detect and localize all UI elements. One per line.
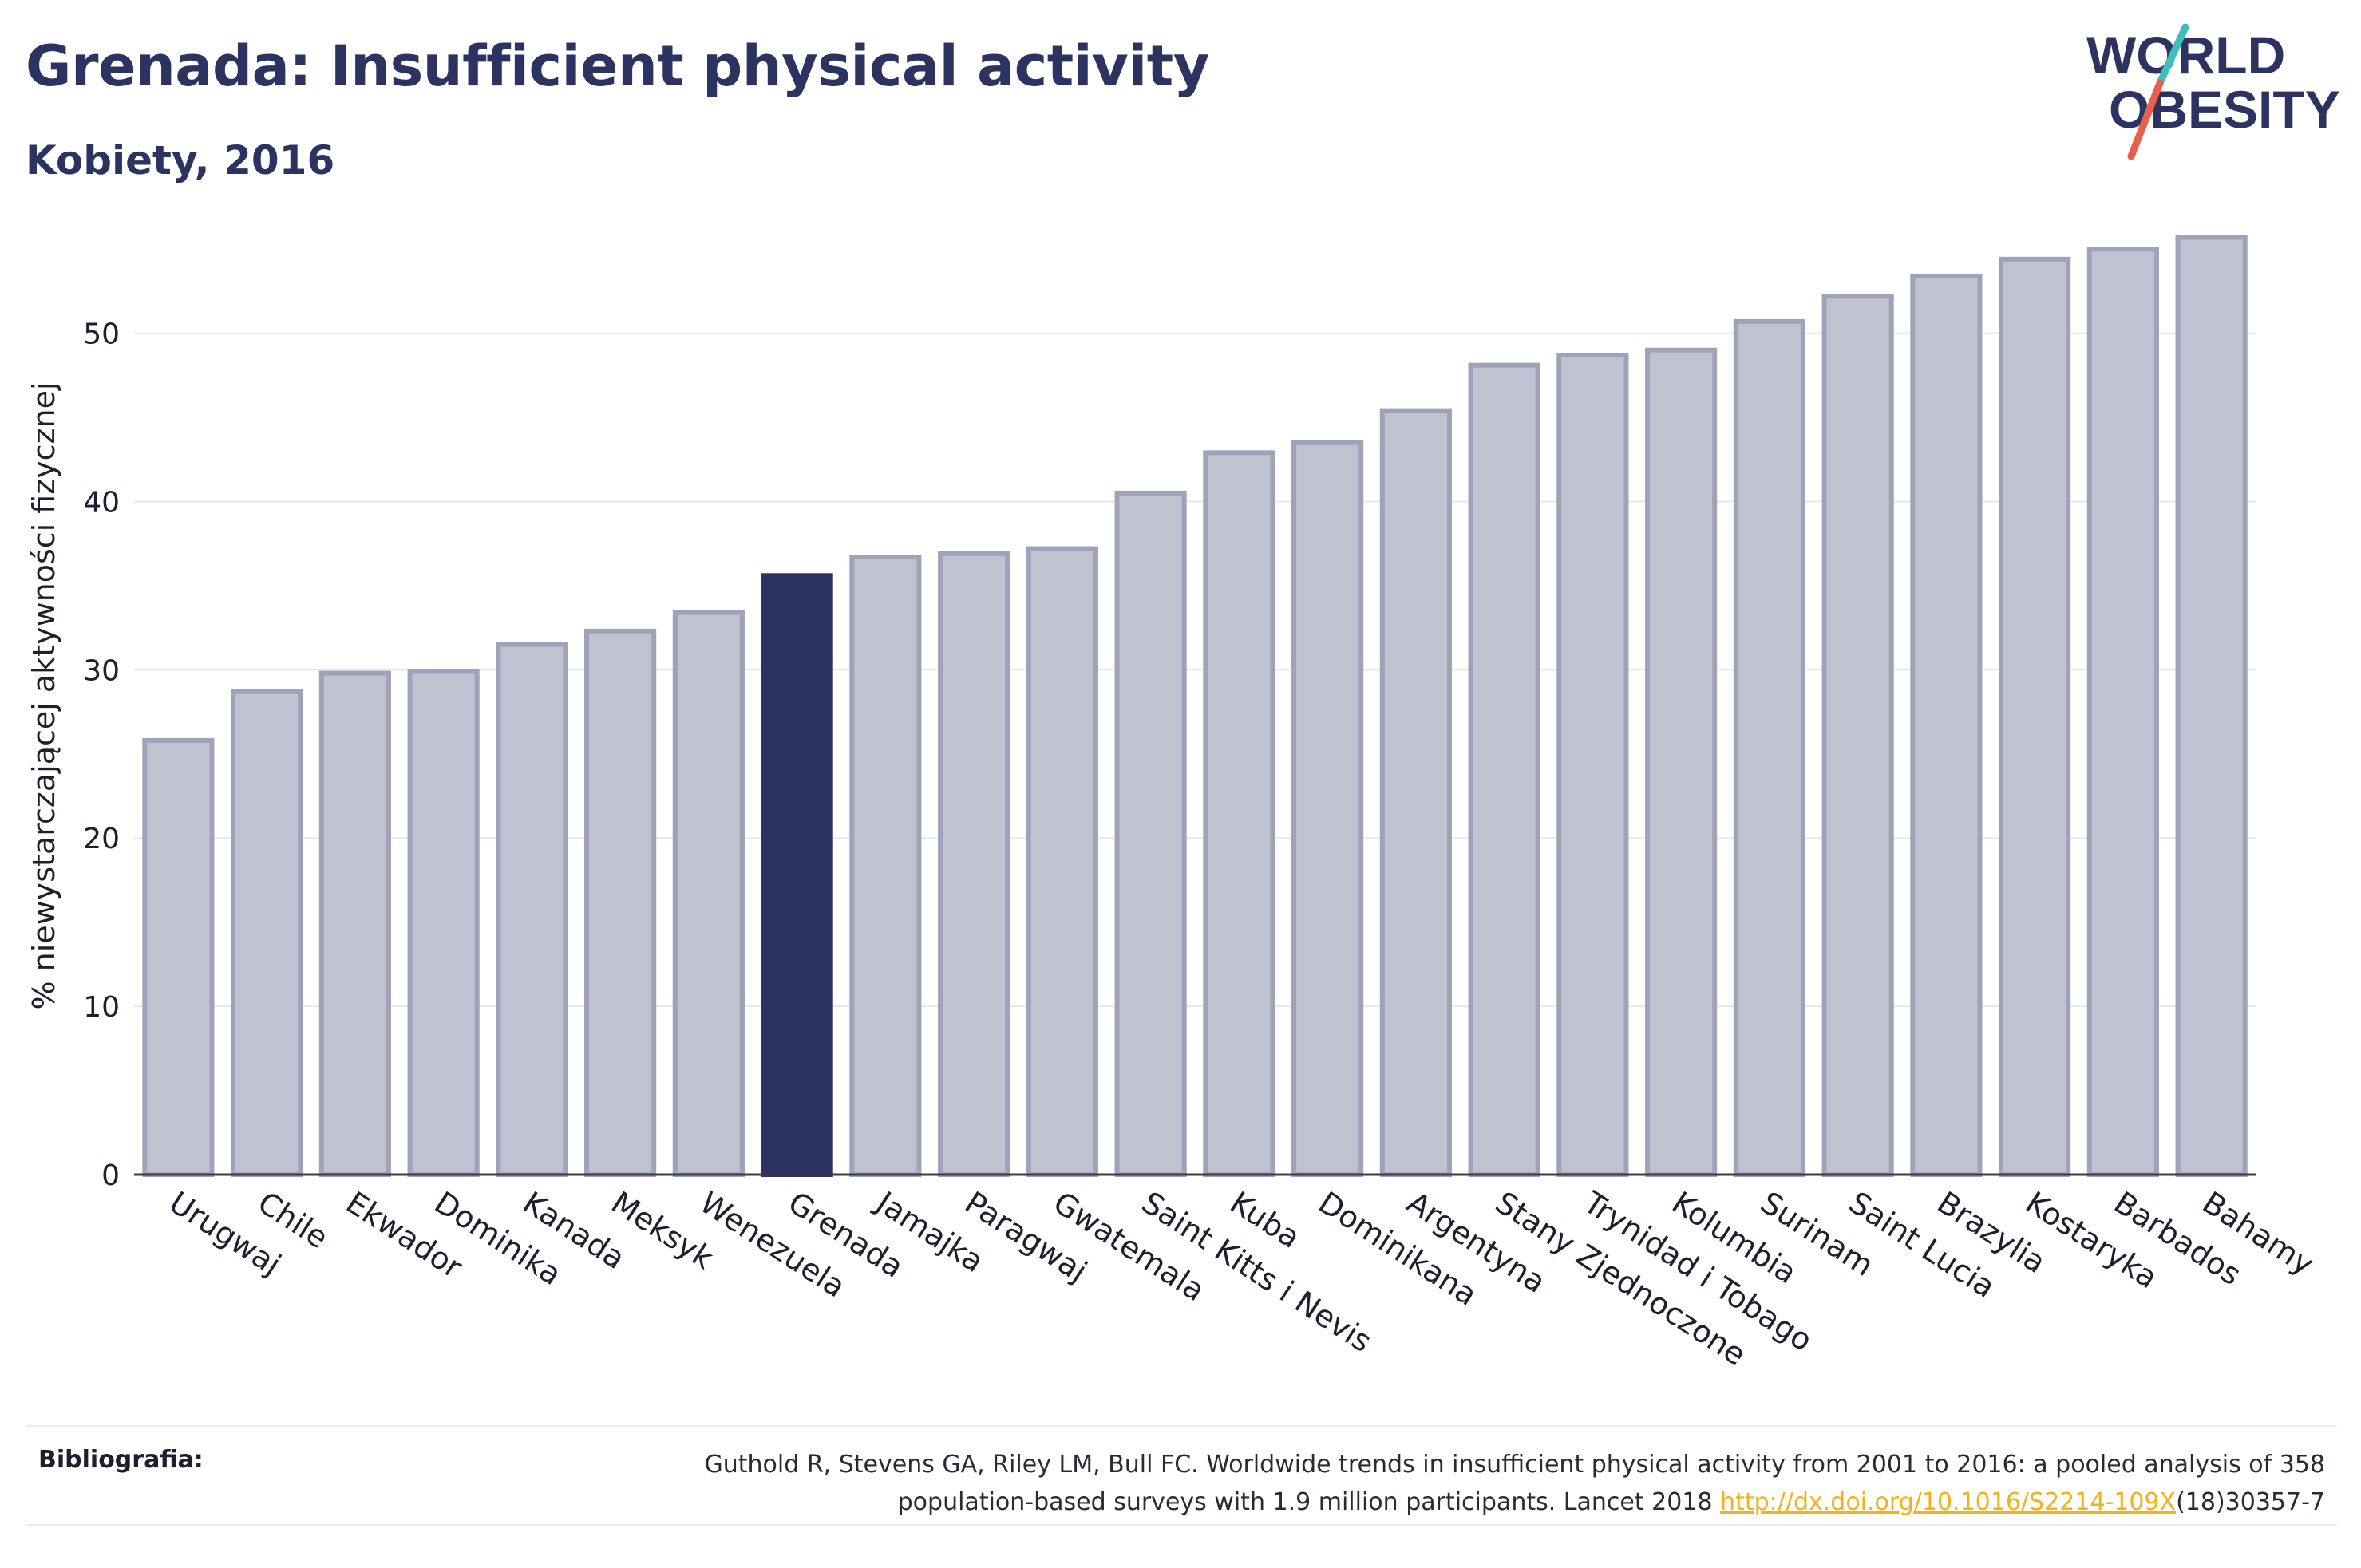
bar	[231, 689, 303, 1177]
bar	[1291, 440, 1364, 1177]
bar	[407, 669, 480, 1177]
citation-line-2: population-based surveys with 1.9 millio…	[489, 1483, 2325, 1521]
y-tick-label: 10	[83, 991, 120, 1024]
bar	[761, 573, 833, 1177]
x-tick-label: Meksyk	[605, 1185, 719, 1276]
citation-line-1: Guthold R, Stevens GA, Riley LM, Bull FC…	[704, 1451, 2325, 1479]
bar	[142, 737, 215, 1177]
bar	[849, 555, 922, 1177]
bar	[1821, 294, 1894, 1177]
bar	[318, 670, 391, 1177]
bar	[1999, 256, 2071, 1177]
logo-line-world: WORLD	[2086, 26, 2285, 85]
citation-line-2-pre: population-based surveys with 1.9 millio…	[897, 1488, 1721, 1516]
bar	[1733, 318, 1805, 1177]
chart-subtitle: Kobiety, 2016	[26, 137, 335, 184]
grid-lines	[134, 332, 2256, 1008]
chart-title: Grenada: Insufficient physical activity	[26, 34, 1209, 99]
footer-citation: Guthold R, Stevens GA, Riley LM, Bull FC…	[489, 1446, 2325, 1521]
bar	[496, 642, 568, 1177]
logo-slash-teal	[2156, 23, 2189, 87]
doi-link[interactable]: http://dx.doi.org/10.1016/S2214-109X	[1720, 1488, 2177, 1516]
bar	[1556, 353, 1629, 1177]
bar	[1468, 362, 1540, 1177]
bar	[1910, 273, 1983, 1178]
bar	[584, 628, 657, 1177]
y-tick-label: 0	[101, 1159, 120, 1192]
bar	[1114, 490, 1187, 1177]
world-obesity-logo: WORLD OBESITY	[2086, 23, 2340, 160]
bar	[2086, 247, 2159, 1178]
bar	[938, 551, 1010, 1177]
bars	[142, 235, 2248, 1178]
logo-slash-coral	[2127, 79, 2164, 160]
bar	[1645, 347, 1718, 1177]
bar	[2175, 235, 2248, 1177]
bar	[1203, 450, 1275, 1177]
citation-line-2-post: (18)30357-7	[2176, 1488, 2325, 1516]
y-tick-label: 20	[83, 823, 120, 855]
y-axis-label: % niewystarczającej aktywności fizycznej	[26, 381, 61, 1009]
bar	[672, 610, 745, 1177]
y-tick-label: 50	[83, 318, 120, 351]
y-tick-label: 30	[83, 654, 120, 687]
bar	[1026, 546, 1098, 1177]
footer-divider-top	[26, 1425, 2337, 1427]
bar	[1379, 408, 1452, 1177]
footer-label: Bibliografia:	[38, 1446, 204, 1474]
footer-divider-bottom	[26, 1524, 2337, 1526]
y-tick-label: 40	[83, 486, 120, 519]
